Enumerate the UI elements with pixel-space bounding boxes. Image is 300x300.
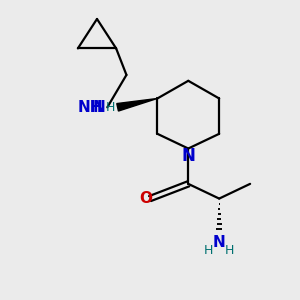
- Text: N: N: [213, 235, 226, 250]
- Text: H: H: [106, 101, 115, 114]
- Text: N: N: [93, 100, 106, 115]
- Text: NH: NH: [77, 100, 103, 115]
- Text: H: H: [225, 244, 234, 256]
- Text: N: N: [181, 147, 195, 165]
- Text: H: H: [204, 244, 214, 256]
- Polygon shape: [117, 98, 158, 111]
- Text: O: O: [139, 191, 152, 206]
